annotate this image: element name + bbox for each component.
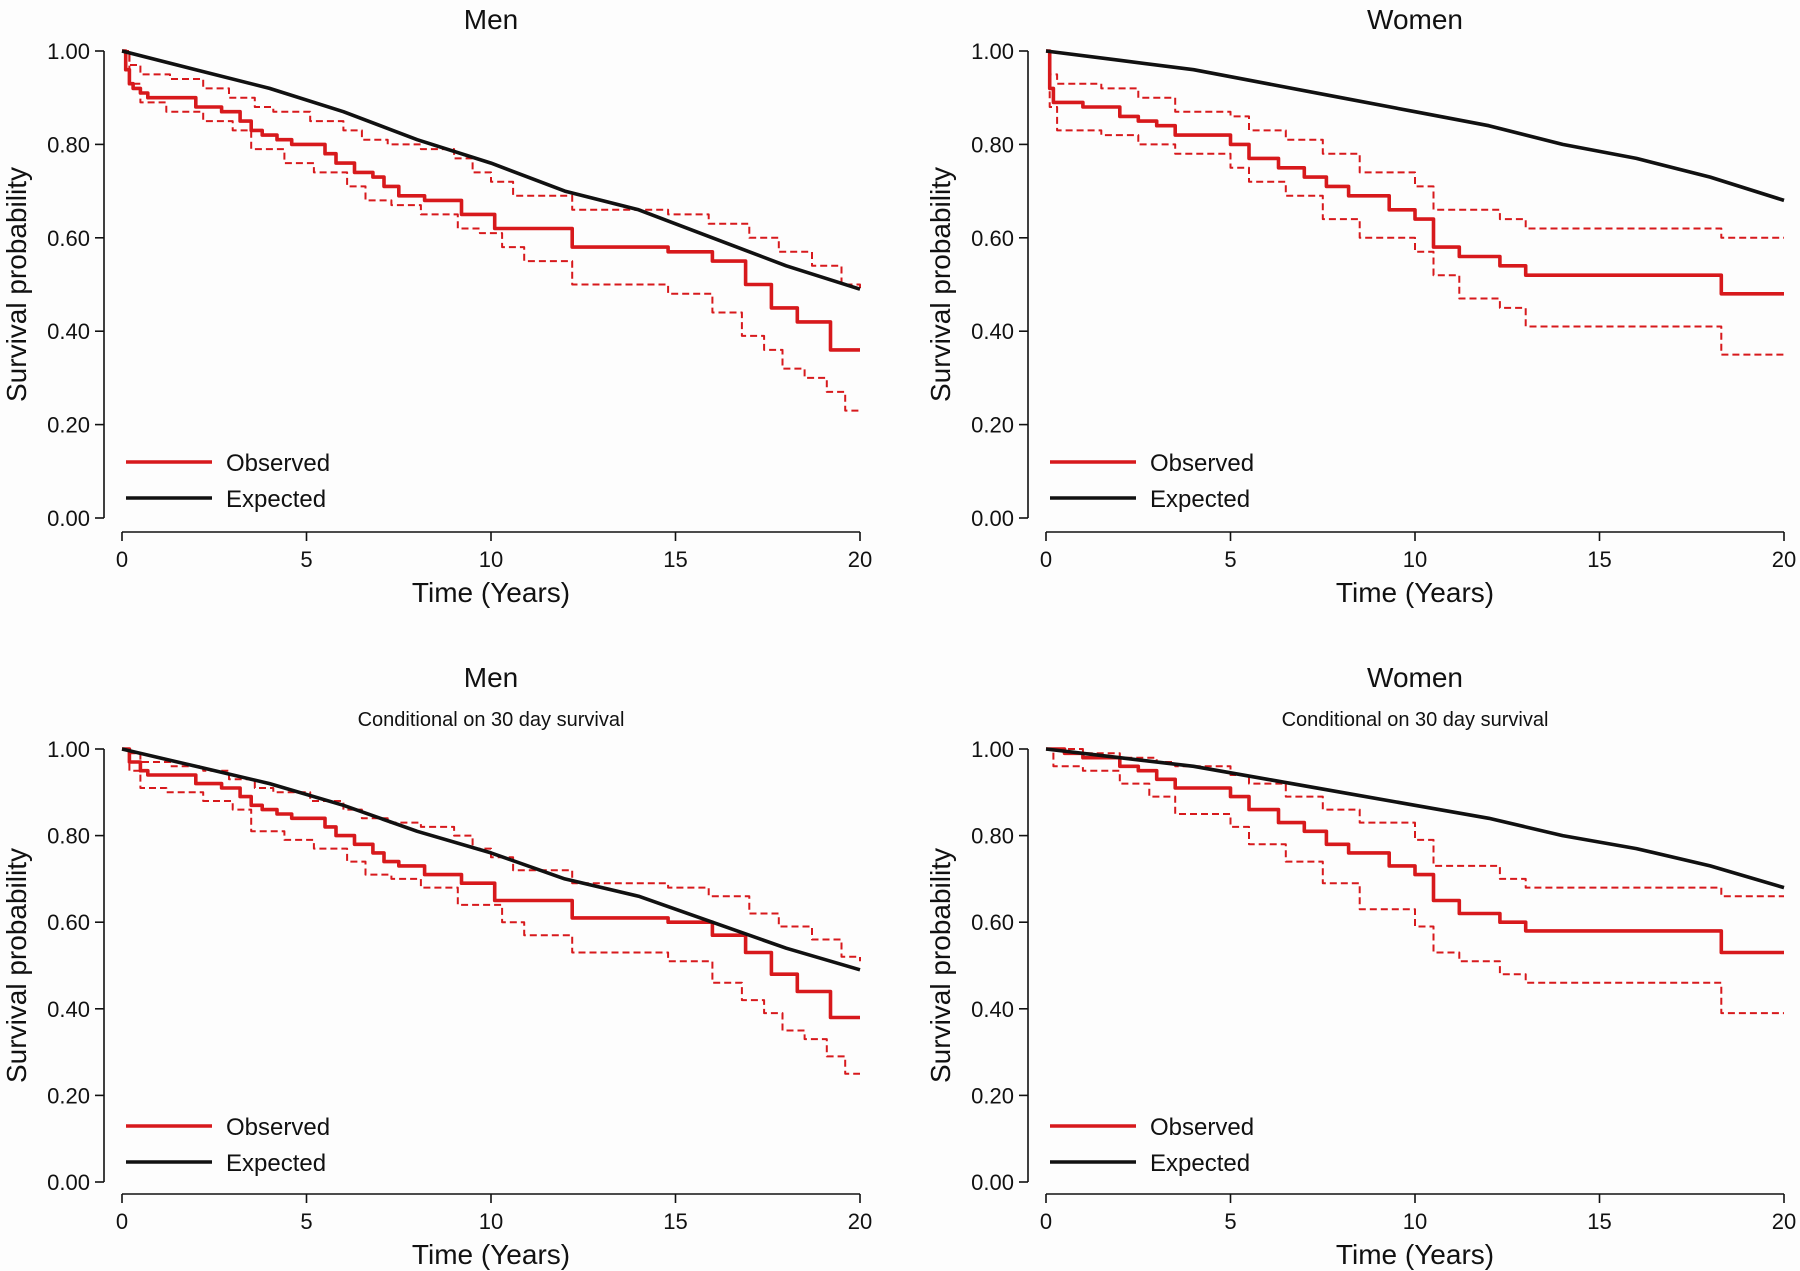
chart-panel-3: Men Conditional on 30 day survival 0.00 0.2… bbox=[1, 662, 872, 1270]
legend-observed-label: Observed bbox=[226, 1114, 330, 1141]
chart-subtitle: Conditional on 30 day survival bbox=[1282, 709, 1549, 731]
legend-observed-label: Observed bbox=[226, 450, 330, 477]
y-tick-label: 0.40 bbox=[971, 997, 1014, 1022]
series-observed-lower-ci-line bbox=[122, 50, 860, 412]
y-axis-title: Survival probability bbox=[925, 848, 956, 1083]
series-observed-line bbox=[1046, 747, 1784, 955]
x-tick-label: 20 bbox=[1772, 547, 1796, 572]
series-observed-line bbox=[122, 747, 860, 1020]
series-observed-lower-ci-line bbox=[1046, 748, 1784, 1015]
series-expected-line bbox=[121, 747, 861, 972]
y-tick-label: 0.20 bbox=[47, 413, 90, 438]
y-axis-title: Survival probability bbox=[1, 848, 32, 1083]
y-tick-label: 0.60 bbox=[47, 226, 90, 251]
chart-subtitle: Conditional on 30 day survival bbox=[358, 709, 625, 731]
y-tick-label: 0.40 bbox=[971, 319, 1014, 344]
series-observed-upper-ci-line bbox=[122, 50, 861, 290]
x-tick-label: 20 bbox=[1772, 1209, 1796, 1234]
series-expected-line bbox=[1045, 747, 1785, 890]
y-tick-label: 0.60 bbox=[971, 226, 1014, 251]
chart-panel-1: Men 0.00 0.20 0.40 0.60 0.80 1.00 0 5 10 15 20 Time … bbox=[1, 4, 872, 608]
chart-panel-2: Women 0.00 0.20 0.40 0.60 0.80 1.00 0 5 10 15 20 Tim… bbox=[925, 4, 1796, 608]
y-tick-label: 0.80 bbox=[47, 132, 90, 157]
x-tick-label: 10 bbox=[1403, 547, 1427, 572]
y-tick-label: 0.00 bbox=[47, 506, 90, 531]
x-tick-label: 10 bbox=[1403, 1209, 1427, 1234]
series-observed-upper-ci-line bbox=[122, 748, 861, 962]
y-tick-label: 0.40 bbox=[47, 997, 90, 1022]
x-tick-label: 5 bbox=[300, 1209, 312, 1234]
series-expected-line bbox=[121, 49, 861, 291]
series-observed-upper-ci-line bbox=[1046, 748, 1784, 898]
y-tick-label: 0.00 bbox=[971, 506, 1014, 531]
y-axis-title: Survival probability bbox=[925, 167, 956, 402]
x-tick-label: 20 bbox=[848, 547, 872, 572]
x-axis-title: Time (Years) bbox=[1336, 1239, 1494, 1270]
legend-expected-label: Expected bbox=[226, 486, 326, 513]
x-tick-label: 0 bbox=[116, 1209, 128, 1234]
chart-panel-4: Women Conditional on 30 day survival 0.00 0… bbox=[925, 662, 1796, 1270]
y-tick-label: 0.20 bbox=[971, 1083, 1014, 1108]
x-tick-label: 5 bbox=[1224, 1209, 1236, 1234]
y-tick-label: 0.20 bbox=[47, 1083, 90, 1108]
y-tick-label: 1.00 bbox=[971, 39, 1014, 64]
chart-title: Women bbox=[1367, 662, 1463, 693]
x-tick-label: 15 bbox=[663, 1209, 687, 1234]
y-tick-label: 0.00 bbox=[971, 1170, 1014, 1195]
legend-observed-label: Observed bbox=[1150, 450, 1254, 477]
x-tick-label: 20 bbox=[848, 1209, 872, 1234]
y-tick-label: 0.80 bbox=[971, 824, 1014, 849]
legend-expected-label: Expected bbox=[1150, 486, 1250, 513]
x-tick-label: 15 bbox=[663, 547, 687, 572]
chart-title: Men bbox=[464, 662, 518, 693]
x-axis-title: Time (Years) bbox=[412, 577, 570, 608]
series-observed-line bbox=[122, 49, 860, 352]
x-tick-label: 5 bbox=[1224, 547, 1236, 572]
y-tick-label: 0.80 bbox=[47, 824, 90, 849]
y-tick-label: 0.40 bbox=[47, 319, 90, 344]
y-tick-label: 0.80 bbox=[971, 132, 1014, 157]
x-axis-title: Time (Years) bbox=[1336, 577, 1494, 608]
x-axis-title: Time (Years) bbox=[412, 1239, 570, 1270]
y-tick-label: 1.00 bbox=[47, 39, 90, 64]
x-tick-label: 10 bbox=[479, 547, 503, 572]
legend-observed-label: Observed bbox=[1150, 1114, 1254, 1141]
legend-expected-label: Expected bbox=[226, 1150, 326, 1177]
x-tick-label: 10 bbox=[479, 1209, 503, 1234]
y-tick-label: 0.20 bbox=[971, 413, 1014, 438]
y-tick-label: 1.00 bbox=[47, 737, 90, 762]
y-tick-label: 0.60 bbox=[971, 910, 1014, 935]
chart-title: Men bbox=[464, 4, 518, 35]
legend-expected-label: Expected bbox=[1150, 1150, 1250, 1177]
y-tick-label: 1.00 bbox=[971, 737, 1014, 762]
x-tick-label: 5 bbox=[300, 547, 312, 572]
x-tick-label: 0 bbox=[1040, 547, 1052, 572]
y-tick-label: 0.60 bbox=[47, 910, 90, 935]
series-expected-line bbox=[1045, 49, 1785, 203]
x-tick-label: 0 bbox=[116, 547, 128, 572]
series-observed-lower-ci-line bbox=[122, 748, 860, 1075]
x-tick-label: 0 bbox=[1040, 1209, 1052, 1234]
chart-title: Women bbox=[1367, 4, 1463, 35]
series-observed-lower-ci-line bbox=[1046, 50, 1784, 356]
y-tick-label: 0.00 bbox=[47, 1170, 90, 1195]
series-observed-line bbox=[1046, 49, 1784, 296]
x-tick-label: 15 bbox=[1587, 547, 1611, 572]
y-axis-title: Survival probability bbox=[1, 167, 32, 402]
x-tick-label: 15 bbox=[1587, 1209, 1611, 1234]
series-observed-upper-ci-line bbox=[1046, 50, 1784, 239]
